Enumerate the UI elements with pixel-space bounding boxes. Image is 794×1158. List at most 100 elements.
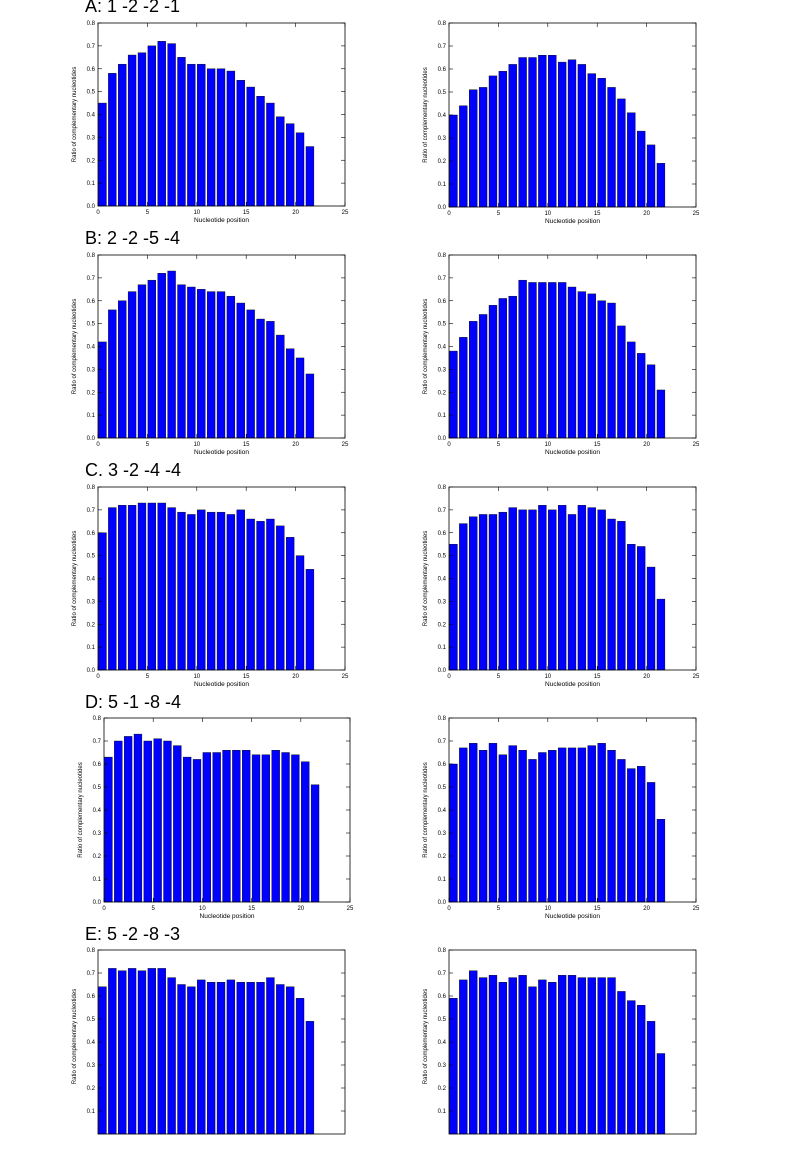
bar: [637, 353, 646, 439]
y-tick-label: 0.4: [87, 577, 96, 583]
bar: [528, 759, 537, 903]
bar: [295, 132, 305, 207]
bar: [577, 747, 587, 903]
y-axis-label: Ratio of complementary nucleotides: [423, 531, 429, 626]
bar: [587, 745, 596, 903]
x-tick-label: 0: [447, 906, 451, 912]
bar: [127, 54, 137, 207]
bar: [627, 112, 636, 208]
section-title-d: D: 5 -1 -8 -4: [85, 692, 182, 712]
x-tick-label: 25: [342, 674, 349, 680]
bar: [557, 505, 567, 671]
bar: [577, 64, 587, 208]
bar: [232, 750, 241, 903]
bar: [656, 1053, 666, 1135]
x-tick-label: 15: [594, 211, 601, 217]
x-tick-label: 5: [497, 906, 501, 912]
bar: [617, 98, 626, 208]
bar: [597, 743, 606, 903]
bar: [177, 511, 186, 671]
y-tick-label: 0.6: [87, 299, 96, 305]
x-tick-label: 25: [693, 442, 700, 448]
y-tick-label: 0.1: [438, 182, 447, 188]
bar: [587, 73, 596, 208]
bar: [276, 334, 285, 439]
bar: [173, 745, 182, 903]
bar: [469, 516, 478, 671]
bar: [607, 302, 616, 439]
y-tick-label: 0.6: [438, 762, 447, 768]
bar: [157, 273, 166, 439]
y-axis-label: Ratio of complementary nucleotides: [78, 762, 84, 857]
bar: [206, 68, 216, 207]
bar: [167, 43, 176, 207]
y-tick-label: 0.4: [438, 113, 447, 119]
bar: [236, 302, 245, 439]
y-tick-label: 0.3: [438, 831, 447, 837]
bar: [108, 507, 117, 671]
y-tick-label: 0.2: [438, 854, 447, 860]
bar: [167, 507, 176, 671]
y-tick-label: 0.5: [87, 1017, 96, 1023]
bar-chart-b-right: 0.0 0.1 0.2 0.3 0.4 0.5 0.6 0.7 0.8 0 5 10 15 20 25 Nuc…: [423, 253, 700, 456]
x-tick-label: 0: [96, 210, 100, 216]
y-tick-label: 0.2: [87, 1086, 96, 1092]
x-tick-label: 20: [643, 442, 650, 448]
x-tick-label: 15: [243, 674, 250, 680]
bar: [617, 521, 626, 671]
y-tick-label: 0.0: [87, 436, 96, 442]
bar: [538, 505, 547, 671]
bar: [637, 546, 646, 671]
bar: [133, 733, 143, 903]
y-tick-label: 0.0: [438, 205, 447, 211]
bar: [617, 759, 626, 903]
y-tick-label: 0.7: [438, 44, 447, 50]
bar: [98, 341, 107, 439]
bar: [646, 782, 656, 903]
x-tick-label: 0: [447, 442, 451, 448]
bar: [286, 348, 295, 439]
bar: [216, 291, 226, 439]
bar: [216, 68, 226, 207]
x-tick-label: 5: [497, 442, 501, 448]
bar: [597, 977, 606, 1135]
bar: [256, 95, 265, 207]
bar: [557, 282, 567, 439]
bar: [518, 975, 527, 1135]
bar: [587, 507, 596, 671]
bar: [118, 505, 127, 671]
bar: [498, 982, 508, 1135]
x-tick-label: 25: [342, 210, 349, 216]
bar: [538, 752, 547, 903]
bar: [147, 968, 157, 1135]
y-tick-label: 0.1: [438, 413, 447, 419]
bar: [281, 752, 290, 903]
bar: [567, 975, 577, 1135]
bar: [226, 514, 236, 671]
bar: [587, 977, 596, 1135]
x-tick-label: 25: [347, 906, 354, 912]
bar: [488, 975, 498, 1135]
bar: [627, 1000, 636, 1135]
bar: [266, 518, 275, 671]
bar: [246, 518, 255, 671]
bar: [617, 991, 626, 1135]
bar: [508, 64, 517, 208]
bar: [222, 750, 231, 903]
y-tick-label: 0.6: [438, 994, 447, 1000]
bar: [498, 71, 508, 208]
x-tick-label: 5: [146, 442, 150, 448]
bar: [577, 291, 587, 439]
y-tick-label: 0.5: [438, 1017, 447, 1023]
bar: [295, 998, 305, 1135]
bar: [627, 768, 636, 903]
bar: [216, 982, 226, 1135]
bar: [301, 761, 310, 903]
bar: [548, 750, 557, 903]
x-tick-label: 20: [292, 442, 299, 448]
x-tick-label: 5: [152, 906, 156, 912]
bar-chart-e-right: 0.1 0.2 0.3 0.4 0.5 0.6 0.7 0.8 Ratio of complem…: [423, 948, 697, 1135]
bar: [167, 977, 176, 1135]
x-tick-label: 0: [96, 442, 100, 448]
bar: [459, 523, 468, 671]
